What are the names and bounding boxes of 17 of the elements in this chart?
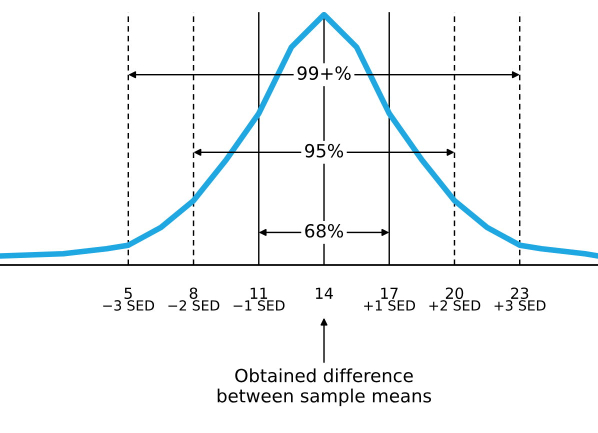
annotation: 68% [305,224,344,238]
x-tick-label: 5 [124,288,132,300]
x-tick-label: 11 [250,288,268,299]
x-tick-label: 20 [446,287,464,300]
annotation: 99+% [298,66,351,80]
annotation: +2 SED [429,300,480,311]
annotation: −3 SED [103,300,154,311]
annotation: −1 SED [234,300,285,311]
annotation: +3 SED [494,300,546,311]
x-tick-label: 23 [511,287,528,300]
x-tick-label: 8 [190,287,198,300]
x-tick-label: 14 [316,288,333,299]
annotation: +1 SED [364,300,416,311]
text: Obtained difference between sample means [218,368,432,406]
x-tick-label: 17 [381,288,398,299]
annotation: −2 SED [168,300,220,311]
annotation: 95% [305,144,344,158]
